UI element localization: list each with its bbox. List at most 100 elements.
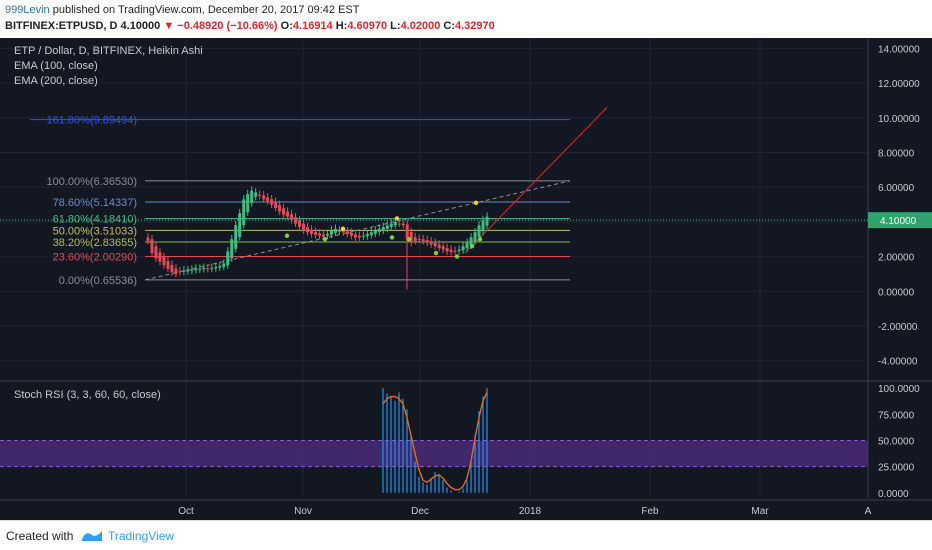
signal-dot [406,237,412,242]
signal-dot [394,216,400,221]
candle-body [401,223,405,226]
candle-body [393,221,397,226]
candle-body [473,232,477,242]
fib-level-label: 0.00%(0.65536) [59,275,137,287]
candle-body [186,270,190,272]
tradingview-logo-icon [82,531,102,541]
candle-body [357,235,361,238]
symbol-label: BITFINEX:ETPUSD, D [5,20,118,32]
candle-body [413,237,417,241]
candle-body [397,223,401,225]
candle-body [389,223,393,228]
candle-body [154,246,158,259]
low-label: L: [390,20,401,32]
candle-body [469,237,473,246]
time-tick-label: Dec [411,506,429,517]
signal-dot [469,243,475,249]
stoch-legend[interactable]: Stoch RSI (3, 3, 60, 60, close) [14,389,161,401]
candle-body [421,239,425,241]
candle-body [381,227,385,231]
candle-body [425,240,429,243]
fib-level-label: 78.60%(5.14337) [53,197,137,209]
close-label: C: [443,20,455,32]
candle-body [441,246,445,250]
main-legend-title: ETP / Dollar, D, BITFINEX, Heikin Ashi [14,45,203,57]
candle-body [266,197,270,202]
candle-body [254,192,258,197]
candle-body [437,244,441,248]
stoch-tick-label: 75.0000 [878,410,915,421]
candle-body [262,195,266,200]
price-tick-label: 8.00000 [878,148,915,159]
candle-body [417,239,421,241]
candle-body [353,234,357,238]
ema100-legend[interactable]: EMA (100, close) [14,60,98,72]
candle-body [146,237,150,241]
candle-body [453,250,457,252]
candle-body [286,211,290,217]
created-with-text: Created with [6,529,74,543]
candle-body [166,261,170,269]
chart-canvas[interactable]: 14.00000 12.00000 10.00000 8.00000 6.00000 4.… [0,38,932,520]
candle-body [449,249,453,253]
signal-dot [473,200,479,205]
time-tick-label: 2018 [519,506,542,517]
time-tick-label: Feb [641,506,659,517]
candle-body [210,267,214,269]
candle-body [274,201,278,208]
candle-body [302,223,306,231]
candle-body [242,199,246,226]
candle-body [373,230,377,234]
candle-body [194,268,198,271]
fib-level-label: 50.00%(3.51033) [53,225,137,237]
price-change: −0.48920 (−10.66%) [177,20,278,32]
candle-body [477,225,481,237]
time-tick-label: A [865,506,872,517]
candle-body [214,266,218,269]
candle-body [349,232,353,236]
candle-body [206,268,210,270]
candle-body [290,214,294,221]
candle-body [282,208,286,215]
candle-body [461,246,465,251]
price-tick-label: 0.00000 [878,287,915,298]
stoch-tick-label: 0.0000 [878,489,909,500]
candle-body [333,228,337,233]
author-link[interactable]: 999Levin [5,4,50,16]
candle-body [294,217,298,224]
candle-body [485,216,489,226]
low-value: 4.02000 [400,20,441,32]
candle-body [465,242,469,249]
candle-body [325,234,329,236]
time-tick-label: Mar [751,506,769,517]
candle-body [230,239,234,259]
footer: Created with TradingView [0,520,932,550]
chart-area[interactable]: 14.00000 12.00000 10.00000 8.00000 6.00000 4.… [0,38,932,520]
signal-dot [340,226,346,232]
candle-body [226,251,230,266]
red-projection-line [464,107,608,254]
signal-dot [284,233,290,238]
ohlc-line: BITFINEX:ETPUSD, D 4.10000 ▼ −0.48920 (−… [5,20,495,32]
candle-body [250,190,254,204]
candle-body [170,264,174,273]
stoch-tick-label: 100.0000 [878,384,920,395]
candle-body [377,228,381,233]
stoch-band [0,440,868,467]
candle-body [198,268,202,270]
tradingview-brand[interactable]: TradingView [108,529,175,543]
fib-level-label: 61.80%(4.18410) [53,214,137,226]
time-tick-label: Oct [178,506,194,517]
candle-body [150,239,154,254]
candle-body [369,232,373,236]
candle-body [234,225,238,249]
candle-body [317,233,321,236]
ema200-legend[interactable]: EMA (200, close) [14,75,98,87]
fib-level-label: 161.80%(9.89494) [46,115,137,127]
candle-body [162,257,166,266]
last-price-tag [868,212,932,229]
fib-level-label: 100.00%(6.36530) [46,176,137,188]
high-label: H: [335,20,348,32]
candle-body [314,231,318,235]
chart-header: 999Levin published on TradingView.com, D… [0,0,932,38]
